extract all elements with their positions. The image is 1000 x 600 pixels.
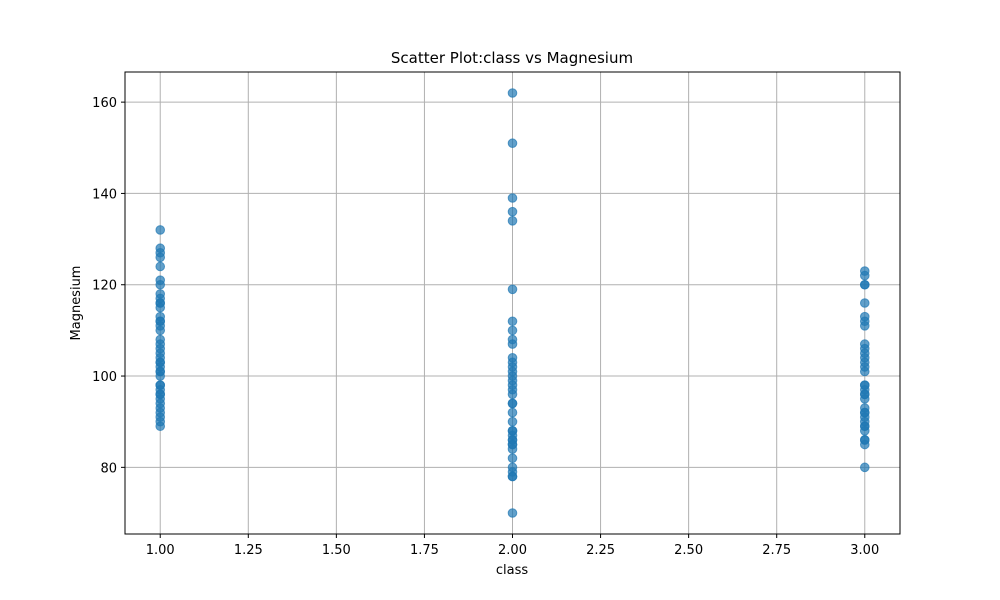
chart-title: Scatter Plot:class vs Magnesium [391, 49, 633, 67]
data-point [155, 316, 166, 327]
data-point [507, 389, 518, 400]
data-point [507, 508, 518, 518]
data-point [507, 284, 518, 295]
data-point [155, 366, 166, 377]
data-point [859, 435, 870, 445]
data-point [507, 416, 518, 427]
x-tick-label: 1.75 [410, 543, 439, 558]
data-point [155, 380, 166, 390]
data-point [155, 298, 166, 308]
data-point [507, 339, 518, 349]
data-point [507, 88, 518, 98]
data-point [859, 389, 870, 400]
y-tick-label: 160 [92, 96, 117, 111]
data-point [507, 138, 518, 149]
data-point [507, 325, 518, 336]
y-tick-label: 100 [92, 370, 117, 385]
data-point [507, 426, 518, 436]
data-point [859, 462, 870, 473]
data-point [507, 216, 518, 226]
data-point [155, 261, 166, 272]
data-point [859, 407, 870, 418]
x-tick-label: 2.50 [674, 543, 703, 558]
plot-frame [124, 71, 901, 535]
y-axis-title: Magnesium [69, 266, 84, 341]
data-point [859, 421, 870, 432]
data-point [155, 252, 166, 263]
x-tick-label: 1.00 [146, 543, 175, 558]
data-point [155, 325, 166, 336]
x-tick-label: 1.50 [322, 543, 351, 558]
data-point [859, 366, 870, 377]
data-point [507, 453, 518, 464]
x-axis-title: class [496, 563, 528, 578]
data-point [507, 206, 518, 217]
data-point [507, 316, 518, 327]
data-point [507, 471, 518, 482]
axis-ticks: 1.00 1.25 1.50 1.75 2.00 2.25 2.50 2.75 3.00 80 10… [92, 96, 879, 558]
data-point [859, 298, 870, 308]
data-point [155, 279, 166, 290]
y-tick-label: 140 [92, 187, 117, 202]
data-points [155, 88, 870, 518]
y-tick-label: 120 [92, 279, 117, 294]
x-tick-label: 1.25 [234, 543, 263, 558]
data-point [507, 439, 518, 450]
data-point [155, 389, 166, 400]
x-tick-label: 3.00 [850, 543, 879, 558]
data-point [155, 421, 166, 432]
y-tick-label: 80 [100, 461, 117, 476]
data-point [155, 357, 166, 368]
x-tick-label: 2.00 [498, 543, 527, 558]
data-point [859, 279, 870, 290]
data-point [507, 407, 518, 418]
data-point [507, 398, 518, 409]
data-point [155, 225, 166, 235]
data-point [859, 270, 870, 281]
data-point [507, 193, 518, 203]
x-tick-label: 2.25 [586, 543, 615, 558]
x-tick-label: 2.75 [762, 543, 791, 558]
data-point [859, 380, 870, 390]
data-point [859, 321, 870, 331]
